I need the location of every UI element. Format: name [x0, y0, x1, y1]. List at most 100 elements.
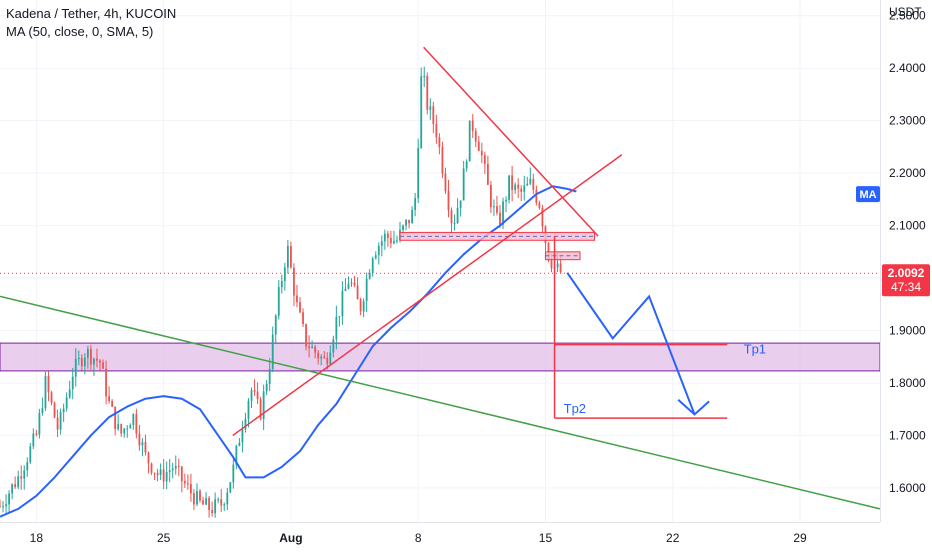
candle — [511, 165, 514, 202]
y-tick-label: 1.6000 — [889, 481, 926, 495]
candle — [38, 408, 41, 439]
candle-body — [150, 463, 153, 473]
candle-body — [441, 146, 444, 174]
candle — [190, 473, 192, 502]
candle-body — [520, 188, 523, 192]
candle-body — [102, 362, 104, 369]
candle-body — [56, 417, 59, 430]
candle — [338, 316, 341, 327]
candle — [193, 489, 195, 510]
y-tick-label: 2.2000 — [889, 166, 926, 180]
candle — [474, 128, 477, 148]
candle — [32, 428, 35, 449]
candle — [335, 305, 338, 350]
candle-body — [32, 433, 35, 447]
candle — [114, 406, 117, 436]
candle-body — [53, 402, 56, 418]
candle — [450, 207, 453, 235]
candle — [317, 349, 320, 365]
candle-body — [232, 464, 235, 483]
candle — [41, 397, 44, 416]
candle-body — [259, 399, 262, 419]
ma-tag-box — [856, 186, 880, 203]
candle — [165, 461, 168, 490]
candle-body — [83, 357, 86, 367]
candle — [86, 345, 89, 369]
candle — [408, 219, 410, 229]
candle — [462, 160, 465, 201]
candle-body — [199, 490, 201, 501]
candle-body — [308, 346, 310, 349]
candle-body — [293, 267, 295, 296]
candle-body — [320, 356, 323, 359]
candle — [520, 185, 523, 202]
candle — [517, 178, 520, 199]
candle-body — [402, 225, 404, 230]
candle-body — [2, 506, 4, 508]
candle — [241, 420, 244, 453]
candle-body — [302, 312, 304, 325]
candle-body — [29, 446, 32, 463]
candle-body — [90, 348, 92, 365]
candle-body — [386, 233, 389, 238]
candle-body — [477, 141, 480, 151]
candle-body — [0, 506, 1, 508]
candle-body — [71, 376, 74, 390]
candle — [71, 367, 74, 400]
candle-body — [414, 198, 417, 210]
candle-body — [105, 368, 107, 397]
candle — [123, 427, 126, 438]
candle-body — [353, 282, 356, 286]
candle — [293, 263, 295, 307]
current-price-label: 2.0092 — [888, 266, 925, 280]
candle — [496, 195, 498, 216]
candle — [532, 173, 535, 195]
candle-body — [202, 500, 204, 505]
candle-body — [120, 424, 123, 434]
candle — [174, 455, 177, 475]
candle — [274, 314, 277, 343]
candle-body — [93, 358, 95, 365]
candle-body — [111, 401, 114, 407]
candle-body — [44, 375, 47, 409]
candle-body — [541, 207, 544, 227]
candle-body — [453, 223, 456, 225]
candle-body — [77, 357, 80, 359]
x-tick-label: 22 — [666, 531, 680, 545]
y-tick-label: 2.3000 — [889, 114, 926, 128]
candle — [62, 403, 65, 422]
candle — [438, 133, 441, 155]
y-tick-label: 2.5000 — [889, 9, 926, 23]
long-green-trendline — [0, 295, 881, 510]
candle-body — [305, 324, 307, 347]
candle-body — [168, 470, 171, 472]
candle — [390, 230, 392, 249]
candle — [256, 382, 259, 405]
candle-body — [538, 202, 541, 208]
candle — [53, 401, 56, 419]
symbol-title[interactable]: Kadena / Tether, 4h, KUCOIN — [6, 6, 177, 21]
candle — [453, 214, 456, 231]
candle — [47, 371, 50, 402]
candle-body — [47, 375, 50, 393]
candle — [362, 298, 365, 318]
plot-background — [0, 0, 880, 522]
candle — [208, 495, 210, 518]
candle-body — [256, 391, 259, 400]
candle-body — [96, 358, 98, 361]
candle — [371, 256, 374, 277]
x-tick-label: 8 — [415, 531, 422, 545]
candle-body — [493, 206, 495, 208]
candle-body — [290, 245, 292, 268]
indicator-label[interactable]: MA (50, close, 0, SMA, 5) — [6, 24, 154, 39]
candle-body — [117, 424, 120, 430]
candle-body — [26, 462, 29, 471]
candle-body — [486, 163, 489, 185]
candle-body — [435, 123, 438, 138]
candle-body — [68, 389, 71, 398]
candle-body — [474, 130, 477, 142]
candle-body — [65, 397, 68, 409]
candle-body — [411, 209, 414, 224]
candle-body — [250, 390, 253, 401]
